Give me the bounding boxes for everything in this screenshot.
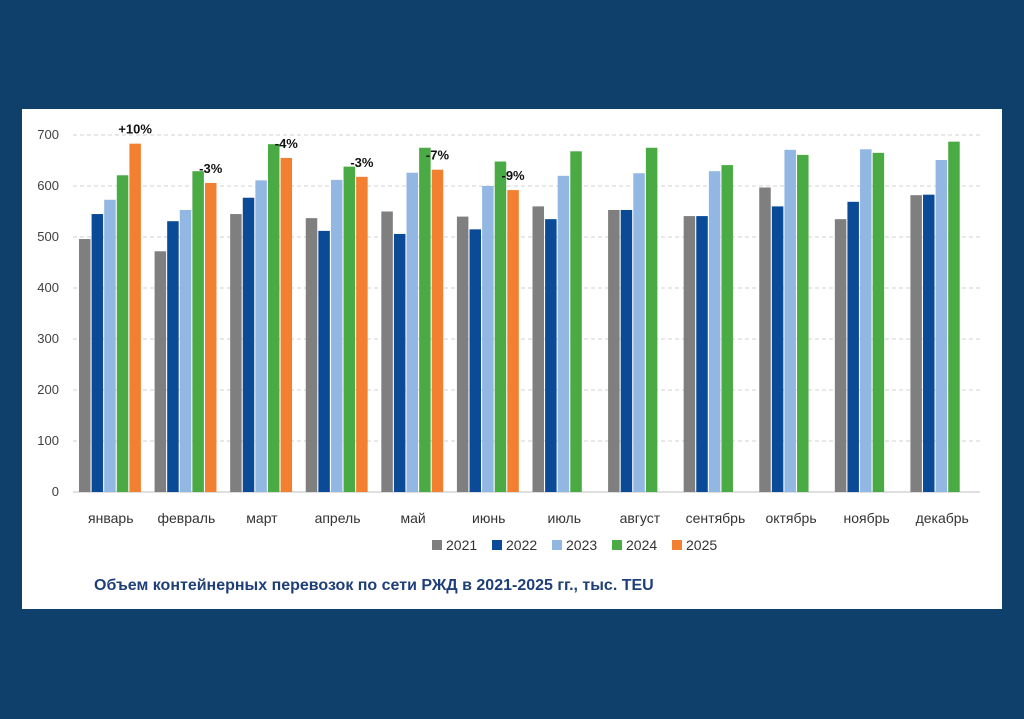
x-tick-label: январь bbox=[88, 510, 133, 526]
legend-swatch-2025 bbox=[672, 540, 682, 550]
bar-2021 bbox=[683, 216, 696, 492]
y-tick-label: 300 bbox=[37, 331, 59, 346]
x-tick-label: февраль bbox=[157, 510, 215, 526]
legend-swatch-2024 bbox=[612, 540, 622, 550]
bar-2025 bbox=[356, 176, 368, 492]
bar-2023 bbox=[482, 186, 494, 492]
bar-2022 bbox=[167, 221, 179, 492]
bar-2021 bbox=[230, 214, 242, 493]
x-tick-label: декабрь bbox=[916, 510, 969, 526]
bar-2024 bbox=[570, 151, 582, 492]
bar-2022 bbox=[393, 233, 406, 492]
data-label: -4% bbox=[275, 136, 299, 151]
bar-2021 bbox=[834, 219, 847, 492]
bar-2022 bbox=[771, 206, 784, 492]
legend-swatch-2022 bbox=[492, 540, 502, 550]
legend-label-2021: 2021 bbox=[446, 537, 477, 553]
bar-2021 bbox=[532, 206, 544, 492]
bar-2023 bbox=[784, 149, 796, 492]
x-tick-label: март bbox=[246, 510, 278, 526]
bar-2024 bbox=[116, 175, 129, 492]
y-tick-label: 100 bbox=[37, 433, 59, 448]
bar-2023 bbox=[633, 173, 645, 492]
bar-2024 bbox=[343, 166, 356, 492]
bar-2024 bbox=[872, 152, 885, 492]
bar-2024 bbox=[645, 147, 658, 492]
bar-2022 bbox=[318, 230, 330, 492]
bar-2021 bbox=[608, 209, 620, 492]
bar-2022 bbox=[847, 201, 859, 492]
x-tick-label: ноябрь bbox=[844, 510, 890, 526]
data-label: -9% bbox=[502, 168, 526, 183]
bar-2025 bbox=[507, 190, 519, 492]
y-tick-label: 600 bbox=[37, 178, 59, 193]
x-tick-label: октябрь bbox=[765, 510, 816, 526]
x-tick-label: июль bbox=[548, 510, 581, 526]
bar-2021 bbox=[759, 187, 771, 492]
bar-2021 bbox=[381, 211, 393, 492]
bar-2024 bbox=[192, 171, 204, 492]
bar-2021 bbox=[154, 251, 167, 492]
bar-2024 bbox=[797, 154, 809, 492]
bar-2024 bbox=[419, 147, 431, 492]
y-tick-label: 700 bbox=[37, 127, 59, 142]
bar-2022 bbox=[242, 197, 255, 492]
data-label: -3% bbox=[199, 161, 223, 176]
y-tick-label: 200 bbox=[37, 382, 59, 397]
bar-2024 bbox=[948, 141, 960, 492]
bar-2023 bbox=[179, 209, 192, 492]
legend-label-2024: 2024 bbox=[626, 537, 657, 553]
legend-label-2025: 2025 bbox=[686, 537, 717, 553]
bar-2022 bbox=[91, 214, 104, 493]
bar-2023 bbox=[104, 199, 116, 492]
y-tick-label: 400 bbox=[37, 280, 59, 295]
legend-label-2022: 2022 bbox=[506, 537, 537, 553]
bar-2023 bbox=[935, 159, 948, 493]
bar-2024 bbox=[267, 144, 280, 492]
bar-2022 bbox=[620, 209, 633, 492]
bar-2023 bbox=[406, 172, 419, 493]
legend-label-2023: 2023 bbox=[566, 537, 597, 553]
y-tick-label: 500 bbox=[37, 229, 59, 244]
bar-2025 bbox=[280, 157, 293, 492]
x-tick-label: июнь bbox=[472, 510, 505, 526]
legend-swatch-2023 bbox=[552, 540, 562, 550]
bar-2024 bbox=[494, 161, 507, 492]
bar-2023 bbox=[557, 175, 570, 493]
x-tick-label: август bbox=[620, 510, 661, 526]
bar-2021 bbox=[79, 239, 91, 492]
bar-2022 bbox=[469, 229, 482, 492]
chart-caption: Объем контейнерных перевозок по сети РЖД… bbox=[94, 577, 654, 594]
x-tick-label: май bbox=[401, 510, 426, 526]
bar-2025 bbox=[204, 182, 217, 492]
data-label: +10% bbox=[118, 122, 152, 137]
bar-chart: 0 100 200 300 400 500 600 700 январь февраль март а… bbox=[37, 122, 980, 553]
data-label: -3% bbox=[350, 155, 374, 170]
x-tick-label: апрель bbox=[315, 510, 361, 526]
data-label: -7% bbox=[426, 148, 450, 163]
bar-2023 bbox=[330, 179, 343, 492]
bar-2023 bbox=[860, 149, 872, 492]
x-tick-label: сентябрь bbox=[686, 510, 746, 526]
legend-swatch-2021 bbox=[432, 540, 442, 550]
bar-2025 bbox=[129, 143, 141, 493]
y-tick-label: 0 bbox=[52, 484, 59, 499]
bar-2021 bbox=[305, 218, 318, 492]
bar-2024 bbox=[721, 165, 733, 492]
bar-2022 bbox=[923, 194, 935, 493]
bar-2025 bbox=[431, 169, 444, 492]
chart-panel: 0 100 200 300 400 500 600 700 январь февраль март а… bbox=[22, 109, 1002, 609]
bar-2023 bbox=[708, 171, 721, 492]
bar-2022 bbox=[696, 216, 708, 492]
bar-2021 bbox=[456, 216, 469, 492]
bar-2022 bbox=[545, 219, 557, 492]
bar-2023 bbox=[255, 180, 267, 492]
bar-2021 bbox=[910, 195, 922, 492]
